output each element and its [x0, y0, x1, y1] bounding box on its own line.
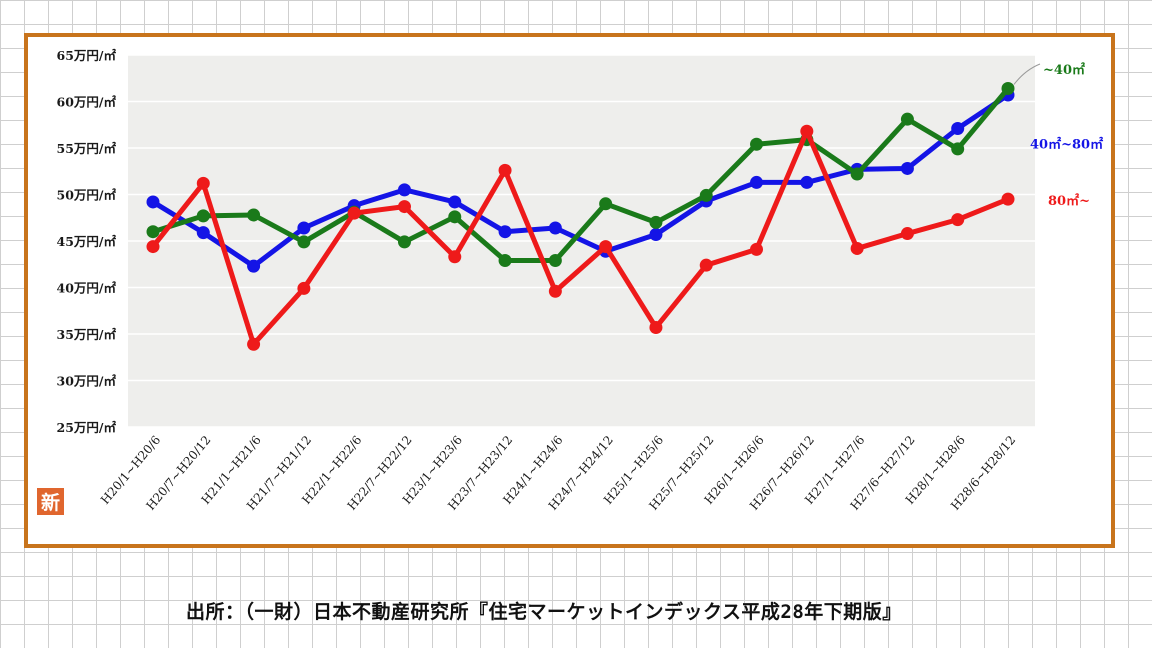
- y-tick-label: 30万円/㎡: [57, 374, 117, 389]
- data-point: [196, 209, 210, 223]
- data-point: [750, 175, 764, 189]
- data-point: [448, 210, 462, 224]
- data-point: [599, 197, 613, 211]
- data-point: [146, 195, 160, 209]
- series-label: 40㎡~80㎡: [1030, 136, 1103, 152]
- y-tick-label: 60万円/㎡: [57, 95, 117, 110]
- data-point: [297, 221, 311, 235]
- series-label: 80㎡~: [1048, 193, 1090, 209]
- data-point: [649, 215, 663, 229]
- data-point: [900, 161, 914, 175]
- data-point: [1001, 81, 1015, 95]
- data-point: [750, 242, 764, 256]
- data-point: [1001, 192, 1015, 206]
- data-point: [599, 240, 613, 254]
- data-point: [850, 167, 864, 181]
- y-tick-label: 55万円/㎡: [57, 141, 117, 156]
- y-tick-label: 40万円/㎡: [57, 281, 117, 296]
- data-point: [649, 227, 663, 241]
- data-point: [750, 137, 764, 151]
- data-point: [951, 213, 965, 227]
- data-point: [297, 235, 311, 249]
- y-tick-label: 25万円/㎡: [57, 420, 117, 435]
- data-point: [448, 250, 462, 264]
- data-point: [951, 142, 965, 156]
- data-point: [800, 124, 814, 138]
- y-tick-label: 35万円/㎡: [57, 327, 117, 342]
- data-point: [397, 183, 411, 197]
- data-point: [649, 320, 663, 334]
- series-label: ~40㎡: [1043, 62, 1085, 78]
- data-point: [196, 226, 210, 240]
- series-line: [151, 92, 1010, 269]
- series-line: [152, 86, 1010, 264]
- new-badge: 新: [37, 488, 64, 515]
- data-point: [900, 112, 914, 126]
- label-leader-line: [1013, 63, 1041, 85]
- data-point: [397, 235, 411, 249]
- data-point: [146, 240, 160, 254]
- data-point: [297, 281, 311, 295]
- data-point: [699, 258, 713, 272]
- data-point: [951, 121, 965, 135]
- data-point: [548, 284, 562, 298]
- data-point: [347, 206, 361, 220]
- data-point: [699, 188, 713, 202]
- data-point: [498, 225, 512, 239]
- data-point: [397, 200, 411, 214]
- data-point: [548, 221, 562, 235]
- data-point: [548, 254, 562, 268]
- data-point: [498, 163, 512, 177]
- data-point: [146, 225, 160, 239]
- data-point: [247, 208, 261, 222]
- y-tick-label: 65万円/㎡: [57, 48, 117, 63]
- data-point: [247, 259, 261, 273]
- data-point: [850, 241, 864, 255]
- data-point: [196, 176, 210, 190]
- data-point: [900, 227, 914, 241]
- y-tick-label: 50万円/㎡: [57, 188, 117, 203]
- data-point: [800, 175, 814, 189]
- data-point: [448, 195, 462, 209]
- data-point: [247, 337, 261, 351]
- source-caption: 出所：（一財）日本不動産研究所『住宅マーケットインデックス平成28年下期版』: [186, 601, 902, 623]
- data-point: [498, 254, 512, 268]
- y-tick-label: 45万円/㎡: [57, 234, 117, 249]
- series-line: [151, 128, 1009, 347]
